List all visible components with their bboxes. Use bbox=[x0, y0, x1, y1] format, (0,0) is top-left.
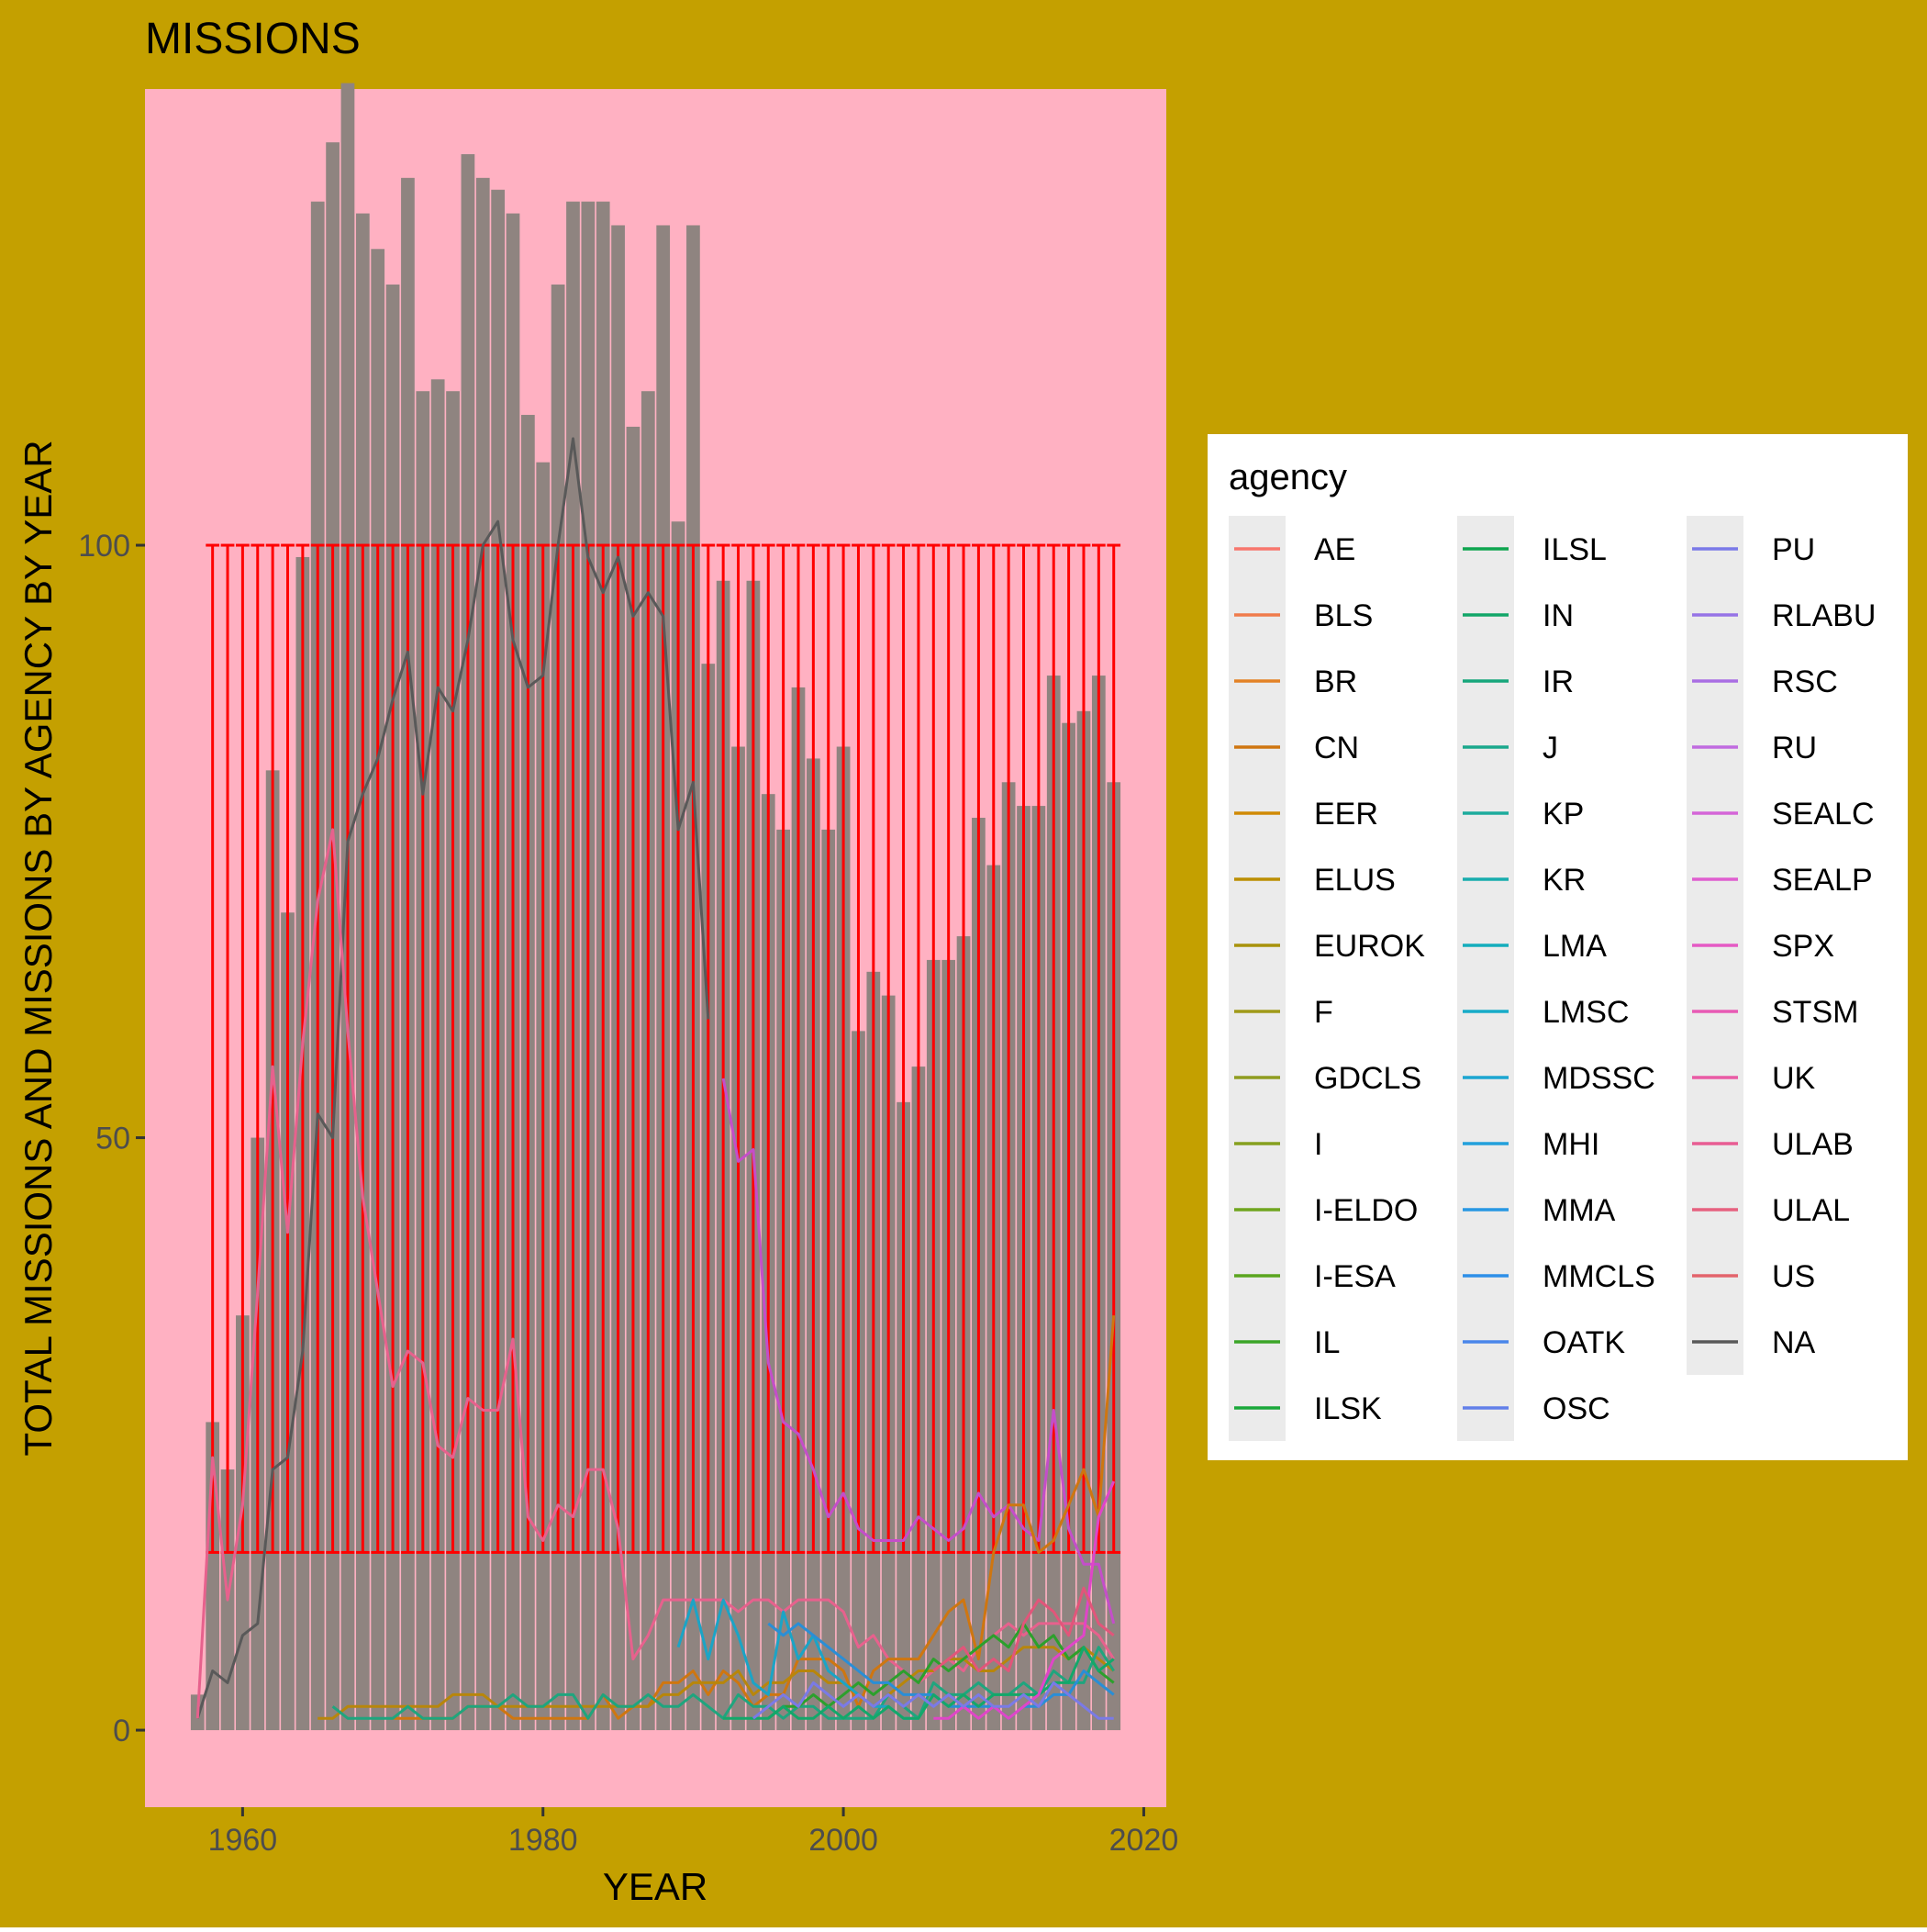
legend-label: MHI bbox=[1543, 1127, 1599, 1162]
legend-label: NA bbox=[1772, 1325, 1816, 1360]
chart-title: MISSIONS bbox=[145, 15, 361, 63]
legend-label: LMSC bbox=[1543, 995, 1629, 1030]
series-line-na bbox=[195, 437, 710, 1719]
x-tick-label: 1980 bbox=[508, 1823, 578, 1858]
legend-label: ULAL bbox=[1772, 1193, 1850, 1228]
legend-label: PU bbox=[1772, 532, 1815, 567]
legend-label: F bbox=[1314, 995, 1333, 1030]
series-line-ulal bbox=[932, 1586, 1115, 1672]
legend-label: OATK bbox=[1543, 1325, 1625, 1360]
y-tick-label: 100 bbox=[78, 529, 130, 564]
series-line-lmsc bbox=[676, 1598, 919, 1720]
legend-label: J bbox=[1543, 731, 1558, 765]
legend-label: KR bbox=[1543, 863, 1586, 898]
y-axis-label: TOTAL MISSIONS AND MISSIONS BY AGENCY BY… bbox=[17, 440, 60, 1456]
legend-label: I-ELDO bbox=[1314, 1193, 1418, 1228]
legend-label: IN bbox=[1543, 598, 1574, 633]
legend-title: agency bbox=[1229, 457, 1347, 497]
legend-label: MMA bbox=[1543, 1193, 1616, 1228]
legend-label: I bbox=[1314, 1127, 1322, 1162]
legend-label: RSC bbox=[1772, 664, 1838, 699]
legend-label: IR bbox=[1543, 664, 1574, 699]
x-tick-label: 2020 bbox=[1109, 1823, 1179, 1858]
legend-label: UK bbox=[1772, 1061, 1816, 1096]
legend-label: BLS bbox=[1314, 598, 1373, 633]
legend-label: IL bbox=[1314, 1325, 1340, 1360]
errorbar-layer bbox=[206, 543, 1121, 1554]
legend-entries: AE BLS BR CN EER ELUS EUROK F GDCLS I I-ELDO I-ESA I… bbox=[1229, 516, 1876, 1441]
legend-label: ILSK bbox=[1314, 1391, 1382, 1426]
y-tick-label: 0 bbox=[113, 1714, 130, 1748]
legend-label: CN bbox=[1314, 731, 1359, 765]
legend-label: US bbox=[1772, 1259, 1815, 1294]
legend-label: RU bbox=[1772, 731, 1817, 765]
y-tick-label: 50 bbox=[95, 1122, 130, 1156]
legend-label: ELUS bbox=[1314, 863, 1396, 898]
series-line-in bbox=[723, 1646, 1115, 1720]
axes-layer: 0 50 100 1960 1980 2000 2020 bbox=[78, 529, 1178, 1858]
legend-label: SEALC bbox=[1772, 797, 1875, 832]
legend-label: LMA bbox=[1543, 929, 1607, 964]
legend-label: MMCLS bbox=[1543, 1259, 1655, 1294]
legend-label: KP bbox=[1543, 797, 1584, 832]
legend-label: SEALP bbox=[1772, 863, 1873, 898]
legend-label: RLABU bbox=[1772, 598, 1876, 633]
legend-label: EER bbox=[1314, 797, 1378, 832]
series-line-elus bbox=[317, 1646, 1115, 1720]
x-axis-label: YEAR bbox=[603, 1865, 707, 1908]
legend-label: ILSL bbox=[1543, 532, 1607, 567]
series-line-us bbox=[195, 828, 1115, 1719]
x-tick-label: 1960 bbox=[208, 1823, 278, 1858]
series-line-pu bbox=[752, 1681, 1114, 1720]
legend-label: BR bbox=[1314, 664, 1357, 699]
legend-label: EUROK bbox=[1314, 929, 1425, 964]
legend-label: GDCLS bbox=[1314, 1061, 1421, 1096]
legend-label: AE bbox=[1314, 532, 1355, 567]
legend-label: MDSSC bbox=[1543, 1061, 1655, 1096]
legend-box bbox=[1208, 434, 1908, 1460]
legend-label: SPX bbox=[1772, 929, 1834, 964]
legend-label: ULAB bbox=[1772, 1127, 1854, 1162]
x-tick-label: 2000 bbox=[808, 1823, 878, 1858]
series-line-ru bbox=[721, 1078, 1116, 1625]
line-layer bbox=[195, 437, 1116, 1720]
legend-label: STSM bbox=[1772, 995, 1858, 1030]
legend-label: I-ESA bbox=[1314, 1259, 1396, 1294]
legend: agency AE BLS BR CN EER ELUS EUROK F GDCLS I I-ELD… bbox=[1208, 434, 1908, 1460]
legend-label: OSC bbox=[1543, 1391, 1610, 1426]
